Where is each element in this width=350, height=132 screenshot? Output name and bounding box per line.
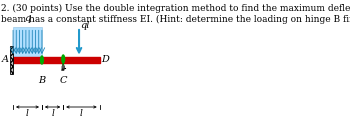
Text: ql: ql — [80, 22, 90, 30]
Text: q: q — [25, 14, 30, 23]
Text: l: l — [26, 110, 29, 119]
Polygon shape — [62, 60, 64, 67]
Text: D: D — [101, 55, 109, 65]
Text: 2. (30 points) Use the double integration method to find the maximum deflection : 2. (30 points) Use the double integratio… — [1, 4, 350, 24]
Text: A: A — [2, 55, 9, 65]
Text: B: B — [38, 76, 46, 85]
Text: l: l — [51, 110, 54, 119]
Circle shape — [41, 56, 43, 64]
Bar — [13, 57, 100, 63]
Text: C: C — [60, 76, 67, 85]
Circle shape — [62, 66, 63, 68]
Circle shape — [63, 66, 64, 68]
Text: l: l — [80, 110, 83, 119]
Bar — [13, 27, 42, 58]
Circle shape — [62, 55, 65, 63]
Bar — [9, 46, 13, 74]
